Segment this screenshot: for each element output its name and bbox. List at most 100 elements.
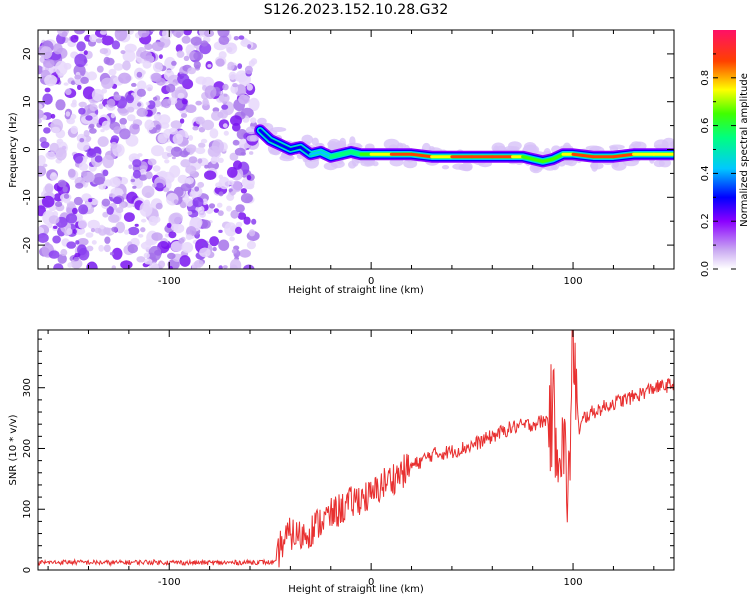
noise-blob [42, 93, 53, 105]
noise-blob [129, 123, 140, 135]
noise-blob [235, 226, 242, 234]
noise-blob [185, 198, 194, 207]
noise-blob [231, 248, 237, 254]
noise-blob [38, 155, 46, 166]
noise-blob [40, 46, 53, 60]
noise-blob [187, 211, 193, 215]
noise-blob [177, 92, 185, 99]
noise-blob [120, 50, 126, 55]
noise-blob [88, 198, 93, 203]
noise-blob [195, 147, 206, 155]
noise-blob [216, 202, 223, 208]
noise-blob [45, 151, 56, 159]
noise-blob [218, 191, 224, 197]
noise-blob [212, 246, 217, 252]
noise-blob [171, 156, 176, 160]
noise-blob [128, 164, 133, 170]
noise-blob [224, 222, 238, 237]
noise-blob [180, 113, 188, 118]
noise-blob [221, 104, 229, 110]
noise-blob [108, 214, 120, 223]
heatmap-ytick-label: 20 [22, 48, 33, 61]
noise-blob [113, 94, 122, 101]
noise-blob [120, 260, 133, 269]
noise-blob [106, 206, 114, 215]
ridge-halo [590, 160, 599, 172]
noise-blob [86, 150, 97, 158]
noise-blob [230, 209, 239, 219]
noise-blob [144, 258, 153, 265]
ridge-core-segment [319, 150, 333, 159]
noise-blob [217, 30, 230, 38]
noise-blob [229, 152, 239, 161]
noise-blob [138, 233, 144, 238]
noise-blob [181, 98, 188, 105]
colorbar-tick-label: 0.8 [700, 70, 711, 86]
snr-ytick-label: 100 [22, 500, 33, 519]
noise-blob [138, 174, 148, 181]
noise-blob [165, 83, 176, 93]
noise-blob [233, 36, 239, 41]
ridge-halo [609, 146, 619, 152]
noise-blob [81, 170, 88, 177]
noise-blob [230, 191, 235, 196]
noise-blob [217, 210, 224, 217]
noise-blob [57, 179, 67, 188]
noise-blob [173, 199, 179, 205]
ridge-halo [245, 126, 258, 135]
colorbar-axes: 0.0 0.2 0.4 0.6 0.8 [700, 53, 736, 277]
heatmap-ytick-label: -20 [22, 237, 33, 253]
noise-blob [230, 115, 242, 126]
noise-blob [137, 30, 150, 38]
noise-blob [215, 58, 225, 67]
noise-blob [169, 165, 181, 178]
noise-blob [166, 152, 173, 158]
noise-blob [38, 226, 45, 235]
noise-blob [226, 205, 232, 212]
noise-blob [145, 171, 153, 180]
noise-blob [166, 222, 172, 228]
noise-blob [136, 71, 143, 78]
noise-blob [240, 188, 247, 194]
noise-blob [237, 212, 247, 220]
noise-blob [102, 169, 109, 177]
noise-blob [201, 119, 215, 131]
noise-blob [170, 223, 179, 231]
noise-blob [183, 30, 192, 36]
noise-blob [80, 76, 89, 84]
ridge-core-segment [299, 145, 313, 156]
noise-blob [91, 240, 97, 245]
noise-blob [98, 103, 104, 110]
noise-blob [74, 30, 85, 35]
noise-blob [86, 71, 98, 81]
noise-blob [108, 68, 117, 76]
noise-blob [152, 183, 157, 188]
noise-blob [171, 60, 177, 66]
noise-blob [148, 245, 162, 261]
noise-blob [250, 58, 258, 65]
noise-blob [237, 63, 243, 69]
noise-blob [195, 116, 205, 125]
noise-blob [101, 198, 111, 207]
noise-blob [200, 40, 208, 47]
ridge-core-segment [551, 152, 565, 161]
noise-blob [223, 130, 229, 136]
noise-blob [204, 85, 217, 99]
noise-blob [185, 177, 194, 185]
snr-frame [37, 329, 675, 571]
noise-blob [113, 63, 124, 71]
noise-blob [169, 212, 183, 225]
noise-blob [222, 83, 229, 91]
noise-blob [94, 155, 103, 163]
noise-blob [235, 204, 245, 213]
noise-blob [140, 50, 153, 60]
noise-blob [104, 236, 111, 244]
noise-blob [63, 193, 70, 199]
noise-blob [140, 227, 146, 233]
noise-blob [87, 219, 100, 230]
noise-blob [180, 183, 192, 192]
noise-blob [103, 227, 111, 235]
noise-blob [89, 127, 97, 134]
noise-blob [74, 53, 87, 68]
noise-blob [73, 196, 83, 206]
